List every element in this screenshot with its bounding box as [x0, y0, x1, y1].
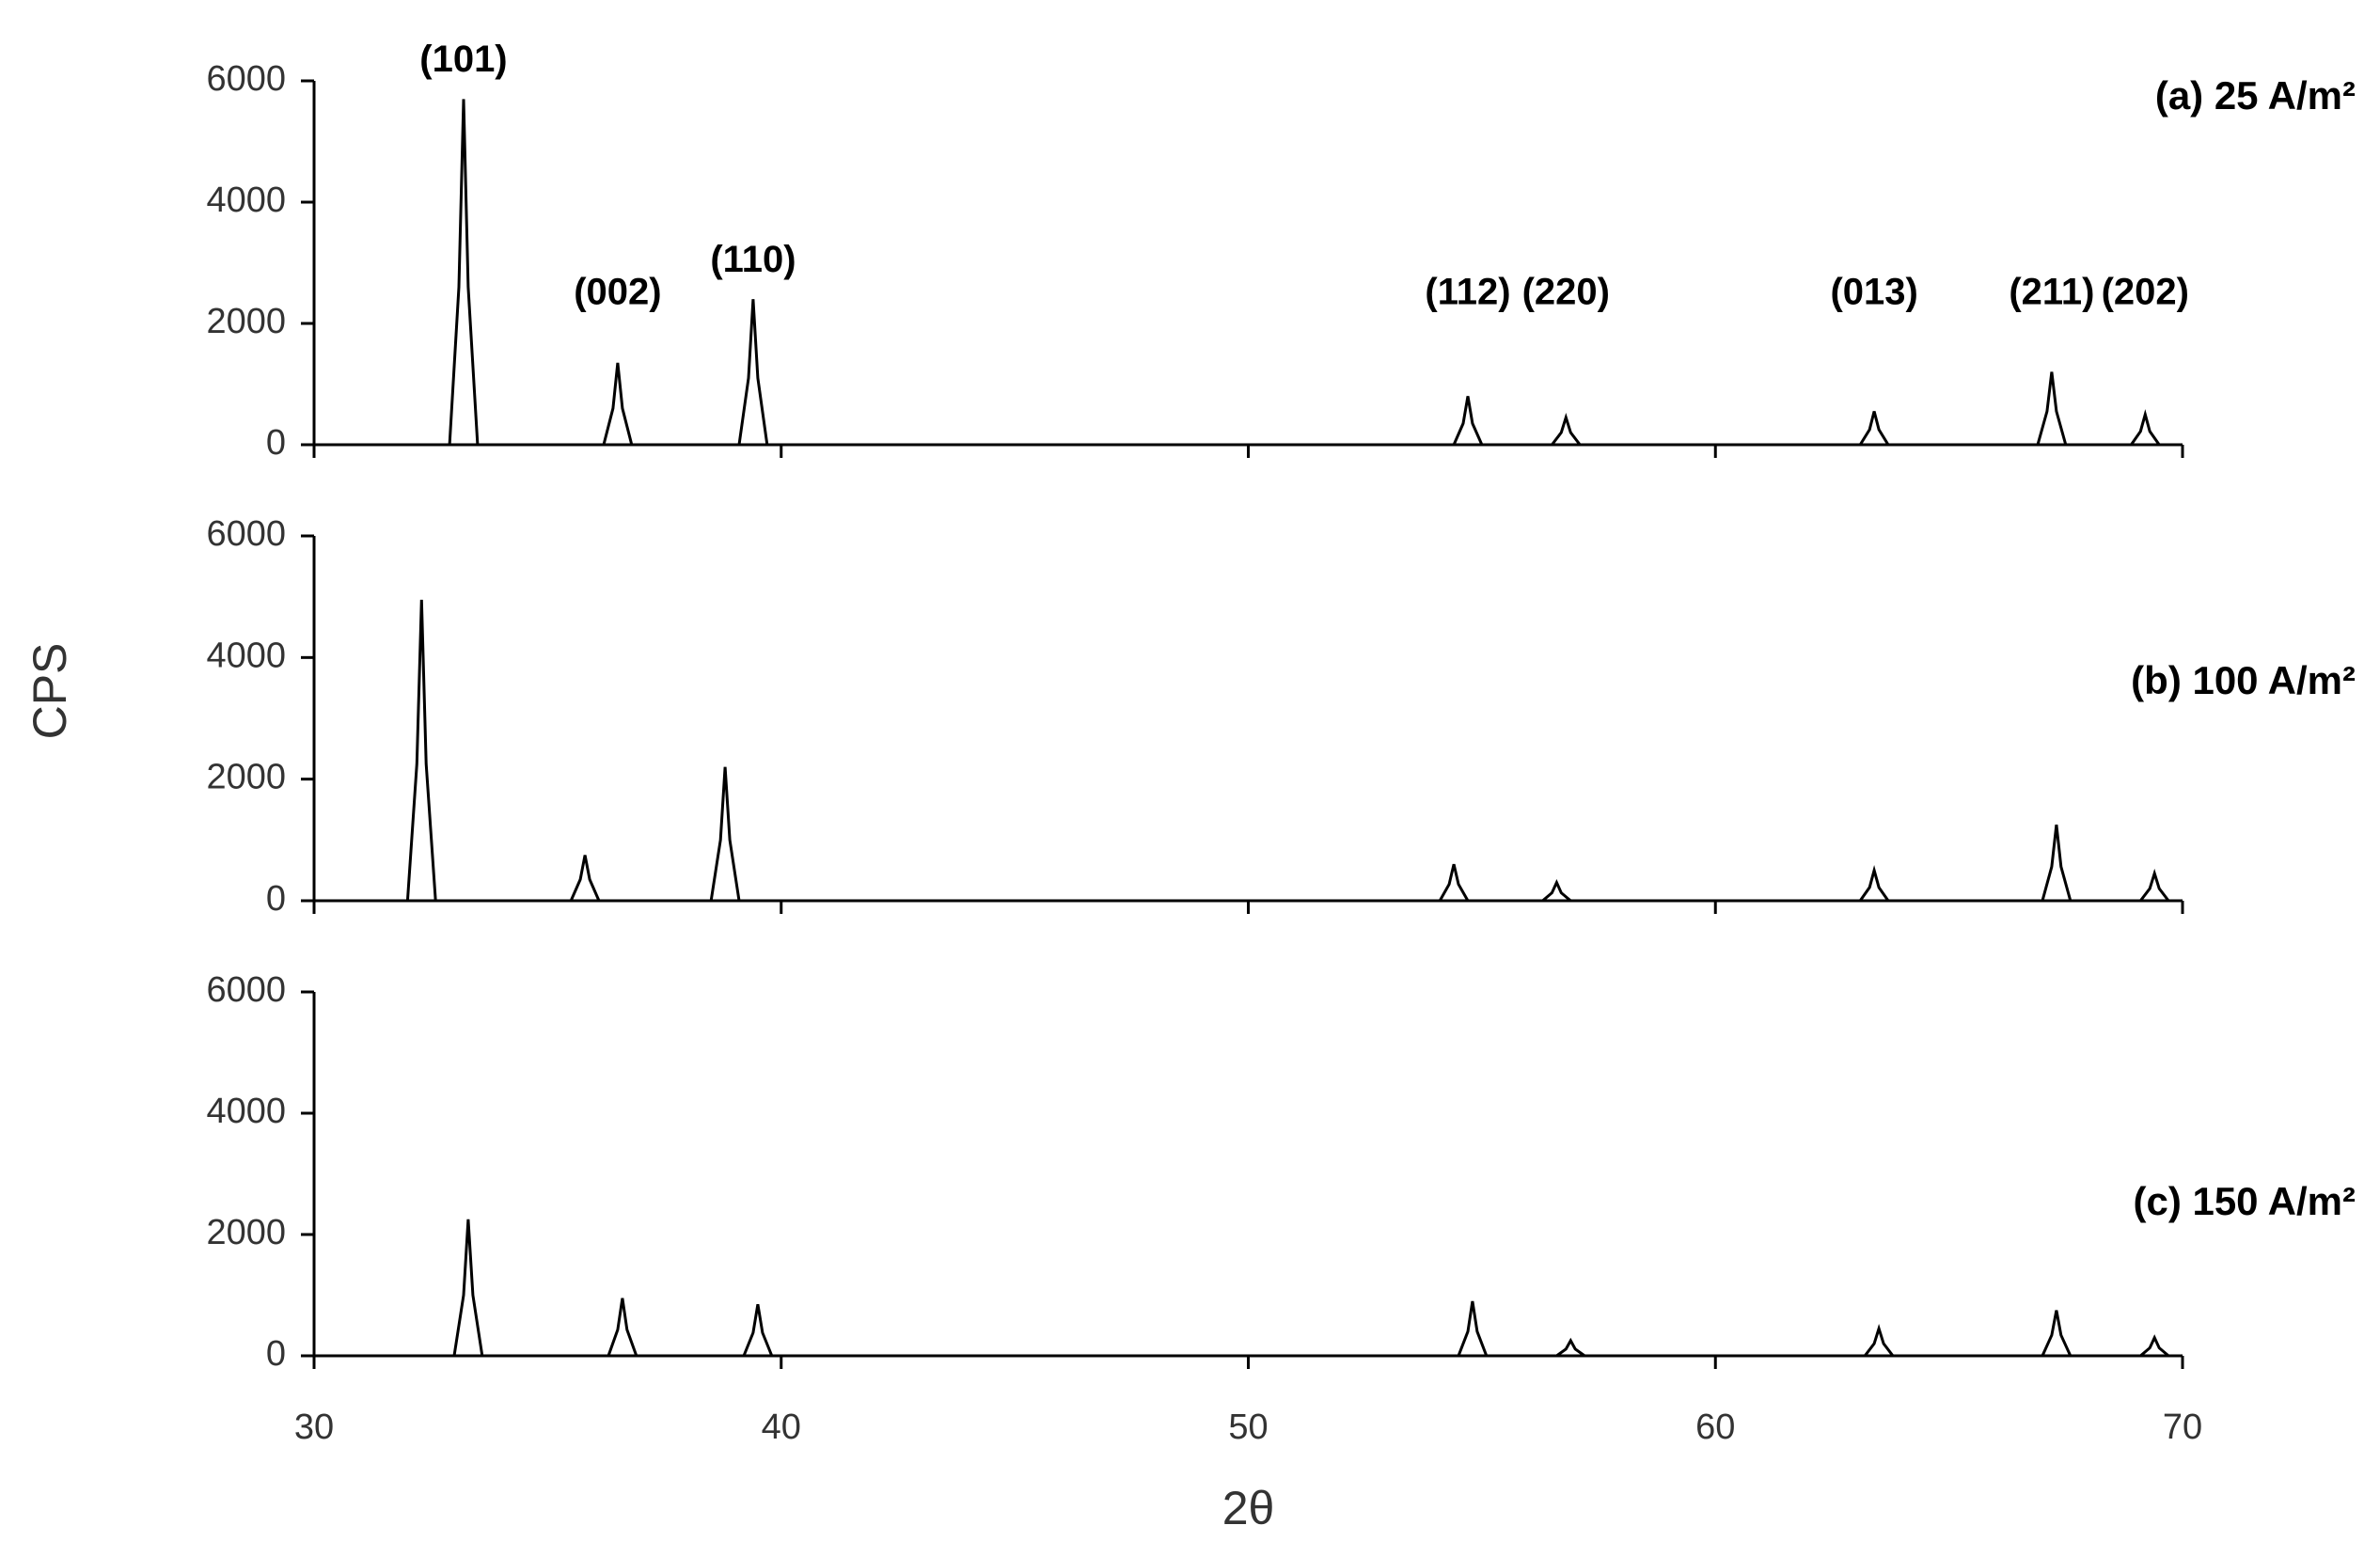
y-tick-label: 4000: [206, 181, 286, 220]
xrd-line: [314, 99, 2183, 447]
peak-label: (112): [1425, 272, 1510, 313]
peak-label: (211): [2009, 272, 2094, 313]
y-tick-label: 4000: [206, 1092, 286, 1131]
y-tick-label: 6000: [206, 970, 286, 1010]
panel-title: (a) 25 A/m²: [2155, 73, 2356, 118]
x-tick-label: 40: [762, 1408, 801, 1447]
y-tick-label: 2000: [206, 302, 286, 341]
y-tick-label: 2000: [206, 758, 286, 797]
x-tick-label: 50: [1228, 1408, 1268, 1447]
y-tick-label: 6000: [206, 59, 286, 99]
y-tick-label: 0: [266, 423, 286, 463]
xrd-line: [314, 1219, 2183, 1358]
peak-label: (220): [1522, 272, 1610, 313]
xrd-line: [314, 599, 2183, 903]
y-axis-label: CPS: [24, 643, 76, 740]
x-tick-label: 70: [2163, 1408, 2202, 1447]
y-tick-label: 4000: [206, 636, 286, 675]
peak-label: (013): [1830, 272, 1917, 313]
y-tick-label: 0: [266, 1334, 286, 1374]
y-tick-label: 0: [266, 879, 286, 919]
y-tick-label: 2000: [206, 1213, 286, 1252]
x-tick-label: 60: [1695, 1408, 1735, 1447]
y-tick-label: 6000: [206, 514, 286, 554]
x-tick-label: 30: [294, 1408, 334, 1447]
x-axis-label: 2θ: [1222, 1482, 1275, 1534]
peak-label: (202): [2102, 272, 2189, 313]
panel-title: (c) 150 A/m²: [2133, 1179, 2356, 1223]
peak-label: (110): [710, 239, 796, 280]
panel-title: (b) 100 A/m²: [2131, 658, 2356, 702]
peak-label: (002): [574, 272, 661, 313]
peak-label: (101): [419, 39, 507, 80]
